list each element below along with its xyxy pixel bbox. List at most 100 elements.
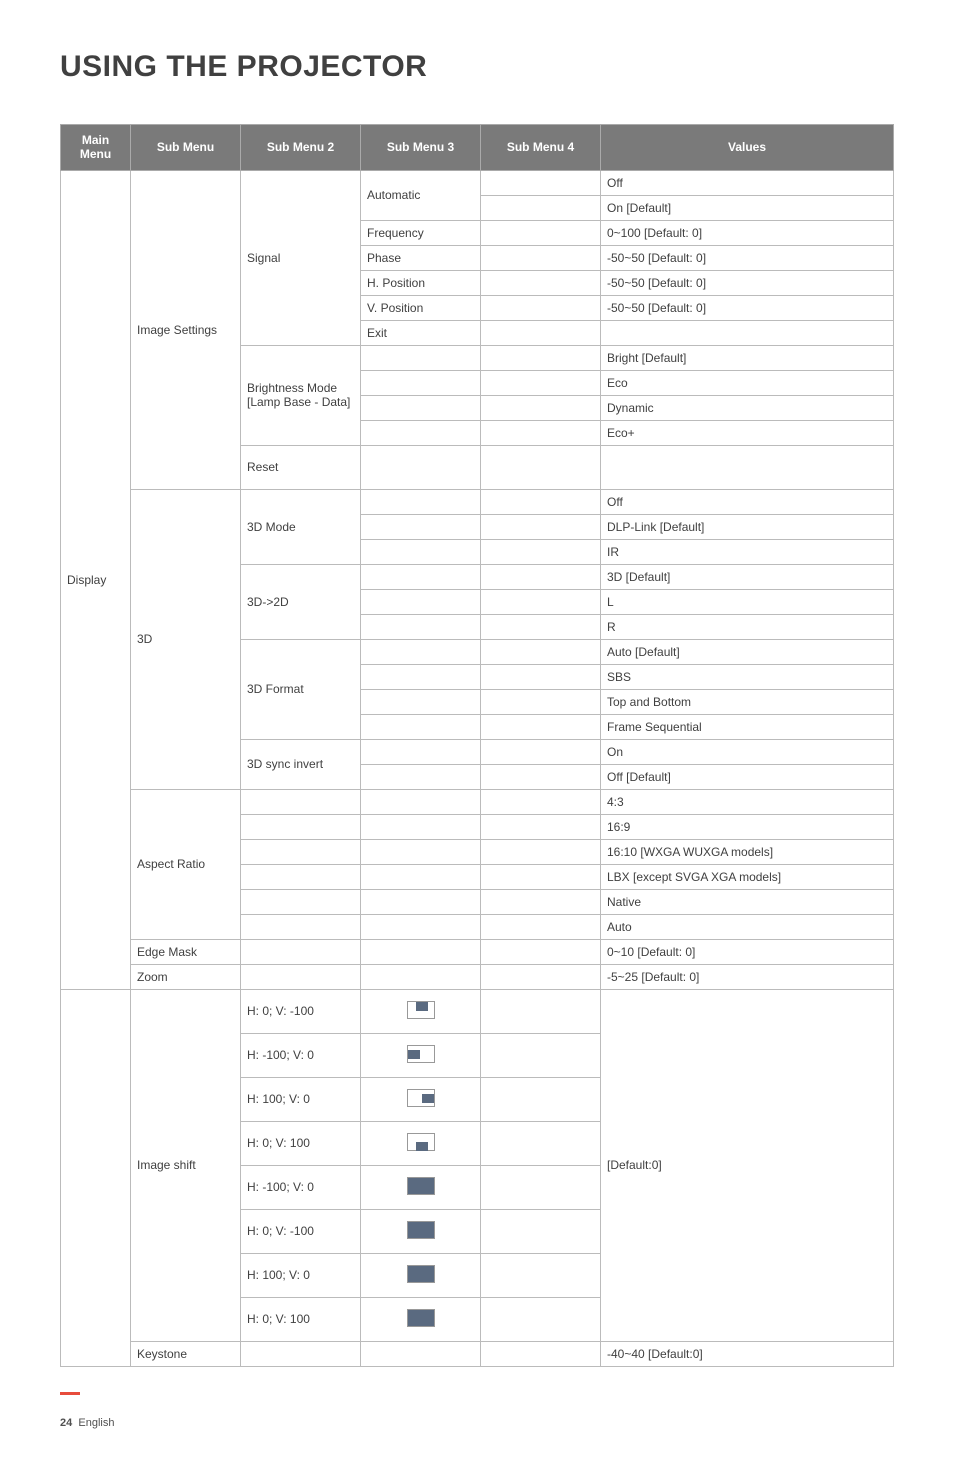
- cell-sub-menu-2: H: 0; V: 100: [241, 1121, 361, 1165]
- cell-sub-menu-4: [481, 739, 601, 764]
- table-row: 3D 3D Mode Off: [61, 489, 894, 514]
- cell-sub-menu-4: [481, 1165, 601, 1209]
- shift-icon: [407, 1089, 435, 1107]
- cell-sub-menu-3: [361, 445, 481, 489]
- table-row: Aspect Ratio 4:3: [61, 789, 894, 814]
- cell-value: Off [Default]: [601, 764, 894, 789]
- cell-sub-menu-4: [481, 839, 601, 864]
- cell-sub-menu-4: [481, 370, 601, 395]
- cell-sub-menu-3: [361, 764, 481, 789]
- cell-sub-menu-3: [361, 1165, 481, 1209]
- cell-sub-menu-4: [481, 989, 601, 1033]
- cell-sub-menu-4: [481, 1121, 601, 1165]
- cell-sub-menu-4: [481, 689, 601, 714]
- cell-sub-menu-3: [361, 939, 481, 964]
- cell-sub-menu-4: [481, 270, 601, 295]
- cell-sub-menu-3: [361, 889, 481, 914]
- cell-sub-menu-4: [481, 889, 601, 914]
- cell-value: Off: [601, 489, 894, 514]
- cell-sub-menu-3: [361, 1077, 481, 1121]
- cell-sub-menu-4: [481, 964, 601, 989]
- cell-sub-menu-3: [361, 864, 481, 889]
- cell-sub-menu-4: [481, 1077, 601, 1121]
- cell-value: -50~50 [Default: 0]: [601, 245, 894, 270]
- cell-sub-menu-4: [481, 445, 601, 489]
- cell-sub-menu-2: H: -100; V: 0: [241, 1165, 361, 1209]
- cell-value: Native: [601, 889, 894, 914]
- cell-sub-menu-4: [481, 539, 601, 564]
- cell-value: L: [601, 589, 894, 614]
- cell-value: Top and Bottom: [601, 689, 894, 714]
- cell-main-menu: Display: [61, 170, 131, 989]
- shift-icon: [407, 1001, 435, 1019]
- cell-sub-menu-3: [361, 739, 481, 764]
- cell-value: 4:3: [601, 789, 894, 814]
- cell-sub-menu-4: [481, 1033, 601, 1077]
- shift-icon: [407, 1045, 435, 1063]
- cell-sub-menu-3: [361, 689, 481, 714]
- cell-sub-menu-3: [361, 489, 481, 514]
- cell-sub-menu-3: [361, 839, 481, 864]
- cell-sub-menu-3: [361, 589, 481, 614]
- cell-sub-menu-2: [241, 914, 361, 939]
- cell-sub-menu-4: [481, 714, 601, 739]
- cell-sub-menu-2: H: 100; V: 0: [241, 1253, 361, 1297]
- cell-sub-menu-4: [481, 170, 601, 195]
- cell-value: LBX [except SVGA XGA models]: [601, 864, 894, 889]
- cell-value: -40~40 [Default:0]: [601, 1341, 894, 1366]
- cell-value: [601, 320, 894, 345]
- cell-value: 16:10 [WXGA WUXGA models]: [601, 839, 894, 864]
- shift-icon: [407, 1309, 435, 1327]
- projector-menu-table: MainMenu Sub Menu Sub Menu 2 Sub Menu 3 …: [60, 124, 894, 990]
- cell-sub-menu-3: Automatic: [361, 170, 481, 220]
- page-footer: 24 English: [60, 1407, 894, 1429]
- cell-value: On: [601, 739, 894, 764]
- cell-value: Auto: [601, 914, 894, 939]
- cell-value: Dynamic: [601, 395, 894, 420]
- cell-value: -50~50 [Default: 0]: [601, 295, 894, 320]
- cell-sub-menu-4: [481, 395, 601, 420]
- cell-sub-menu-2: [241, 939, 361, 964]
- cell-sub-menu-2: [241, 814, 361, 839]
- cell-sub-menu-2: 3D Format: [241, 639, 361, 739]
- cell-sub-menu-4: [481, 489, 601, 514]
- accent-bar: [60, 1392, 80, 1395]
- cell-sub-menu-3: [361, 1209, 481, 1253]
- cell-sub-menu-2: [241, 964, 361, 989]
- cell-sub-menu-3: [361, 639, 481, 664]
- table-row: Edge Mask 0~10 [Default: 0]: [61, 939, 894, 964]
- cell-sub-menu-4: [481, 764, 601, 789]
- cell-sub-menu-2: H: 0; V: 100: [241, 1297, 361, 1341]
- cell-sub-menu: 3D: [131, 489, 241, 789]
- header-sub-menu-3: Sub Menu 3: [361, 125, 481, 171]
- cell-sub-menu-3: H. Position: [361, 270, 481, 295]
- table-row: Zoom -5~25 [Default: 0]: [61, 964, 894, 989]
- cell-sub-menu-2: 3D Mode: [241, 489, 361, 564]
- cell-sub-menu-2: H: 0; V: -100: [241, 989, 361, 1033]
- cell-value: [Default:0]: [601, 989, 894, 1341]
- header-values: Values: [601, 125, 894, 171]
- table-header-row: MainMenu Sub Menu Sub Menu 2 Sub Menu 3 …: [61, 125, 894, 171]
- cell-sub-menu-4: [481, 639, 601, 664]
- cell-value: 0~100 [Default: 0]: [601, 220, 894, 245]
- cell-sub-menu-3: Phase: [361, 245, 481, 270]
- cell-sub-menu-2: 3D->2D: [241, 564, 361, 639]
- cell-sub-menu-4: [481, 514, 601, 539]
- cell-sub-menu-4: [481, 614, 601, 639]
- cell-sub-menu-3: [361, 964, 481, 989]
- cell-sub-menu-3: [361, 539, 481, 564]
- cell-sub-menu-2: H: 0; V: -100: [241, 1209, 361, 1253]
- cell-value: Bright [Default]: [601, 345, 894, 370]
- cell-sub-menu: Edge Mask: [131, 939, 241, 964]
- cell-sub-menu-2: [241, 864, 361, 889]
- cell-sub-menu-2: Signal: [241, 170, 361, 345]
- cell-sub-menu-4: [481, 220, 601, 245]
- cell-sub-menu-2: 3D sync invert: [241, 739, 361, 789]
- cell-value: Frame Sequential: [601, 714, 894, 739]
- cell-sub-menu-3: Frequency: [361, 220, 481, 245]
- cell-sub-menu-4: [481, 345, 601, 370]
- cell-sub-menu: Image shift: [131, 989, 241, 1341]
- cell-sub-menu-3: [361, 789, 481, 814]
- cell-sub-menu-3: [361, 1297, 481, 1341]
- cell-sub-menu: Aspect Ratio: [131, 789, 241, 939]
